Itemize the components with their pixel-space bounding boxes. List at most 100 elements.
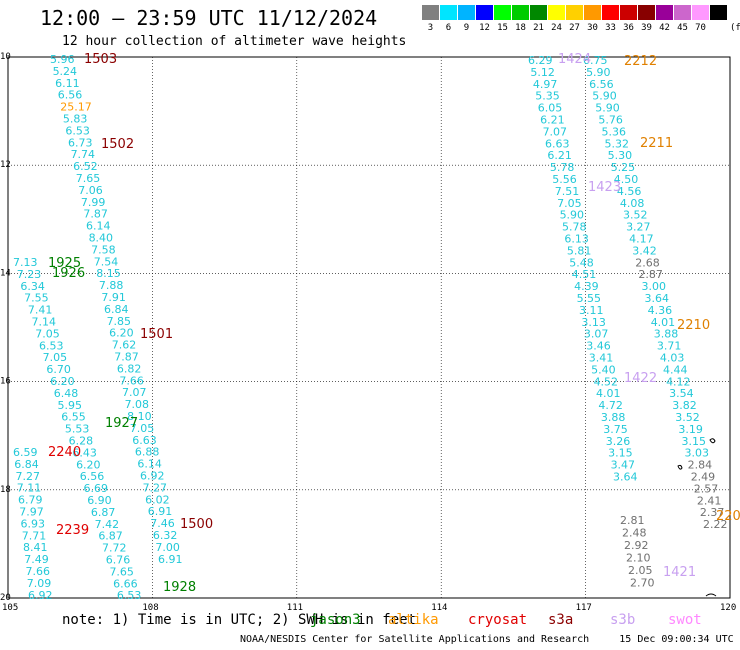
wave-height-value: 7.54 — [94, 255, 119, 268]
wave-height-value: 2.22 — [703, 518, 728, 531]
coastline — [705, 593, 717, 597]
wave-height-value: 2.70 — [630, 577, 655, 590]
wave-height-value: 7.87 — [83, 208, 108, 221]
wave-height-value: 6.87 — [98, 530, 123, 543]
wave-height-value: 3.47 — [611, 459, 636, 472]
pass-number-label: 220 — [716, 509, 740, 524]
wave-height-value: 3.64 — [613, 471, 638, 484]
wave-height-value: 6.55 — [61, 411, 86, 424]
wave-height-value: 6.66 — [113, 577, 137, 590]
wave-height-value: 7.23 — [17, 268, 42, 281]
wave-height-value: 3.75 — [603, 423, 628, 436]
legend-swatch — [584, 5, 601, 20]
legend-swatch — [692, 5, 709, 20]
legend-label: 21 — [533, 23, 544, 33]
wave-height-value: 7.74 — [71, 148, 96, 161]
wave-height-value: 3.26 — [606, 435, 631, 448]
wave-height-value: 7.09 — [27, 577, 52, 590]
wave-height-value: 5.32 — [605, 137, 630, 150]
pass-number-label: 2240 — [48, 445, 81, 460]
wave-height-value: 2.48 — [622, 527, 647, 540]
wave-height-value: 4.56 — [617, 185, 642, 198]
wave-height-value: 6.32 — [153, 529, 178, 542]
legend-label: 39 — [641, 23, 652, 33]
lon-tick-label: 114 — [431, 603, 447, 613]
wave-height-value: 5.48 — [569, 256, 594, 269]
map-frame — [7, 56, 731, 599]
pass-number-label: 2211 — [640, 136, 673, 151]
wave-height-value: 7.27 — [16, 470, 41, 483]
wave-height-value: 7.72 — [102, 542, 127, 555]
wave-height-value: 6.56 — [80, 470, 105, 483]
wave-height-value: 8.41 — [23, 541, 48, 554]
pass-number-label: 1501 — [140, 327, 173, 342]
wave-height-value: 7.07 — [543, 125, 568, 138]
wave-height-value: 6.88 — [135, 446, 160, 459]
wave-height-value: 7.05 — [43, 351, 67, 364]
wave-height-value: 7.55 — [24, 292, 49, 305]
wave-height-value: 4.51 — [572, 268, 597, 281]
wave-height-value: 4.52 — [594, 375, 619, 388]
lat-tick-label: 16 — [0, 377, 11, 387]
legend-label: 12 — [479, 23, 490, 33]
legend-label: 30 — [587, 23, 598, 33]
wave-height-value: 4.97 — [533, 78, 558, 91]
wave-height-value: 8.40 — [89, 232, 114, 245]
wave-height-value: 3.13 — [581, 316, 606, 329]
map-subtitle: 12 hour collection of altimeter wave hei… — [62, 34, 407, 49]
wave-height-value: 7.05 — [35, 327, 60, 340]
wave-height-value: 5.25 — [611, 161, 636, 174]
wave-height-value: 6.90 — [87, 494, 112, 507]
wave-height-value: 6.87 — [91, 506, 116, 519]
wave-height-value: 3.11 — [579, 304, 604, 317]
wave-height-value: 6.93 — [21, 517, 46, 530]
legend-swatch — [710, 5, 727, 20]
legend-label: 42 — [659, 23, 670, 33]
lat-tick-label: 10 — [0, 52, 11, 62]
wave-height-value: 5.76 — [598, 114, 623, 127]
wave-height-value: 7.06 — [78, 184, 103, 197]
pass-number-label: 1500 — [180, 517, 213, 532]
lon-tick-label: 108 — [142, 603, 158, 613]
wave-height-value: 3.46 — [586, 340, 611, 353]
wave-height-value: 6.13 — [564, 233, 589, 246]
wave-height-value: 5.90 — [560, 209, 585, 222]
map-title: 12:00 — 23:59 UTC 11/12/2024 — [40, 6, 378, 30]
wave-height-value: 7.99 — [81, 196, 106, 209]
wave-height-value: 6.14 — [86, 220, 111, 233]
wave-height-value: 2.68 — [635, 256, 660, 269]
wave-height-value: 5.40 — [591, 363, 616, 376]
wave-height-value: 3.27 — [626, 221, 651, 234]
wave-height-value: 7.88 — [99, 279, 124, 292]
lon-tick-label: 111 — [287, 603, 303, 613]
lat-tick-label: 12 — [0, 160, 11, 170]
wave-height-value: 5.78 — [562, 221, 587, 234]
wave-height-value: 7.41 — [28, 304, 52, 317]
island-outline — [677, 464, 683, 470]
legend-label: 18 — [515, 23, 526, 33]
wave-height-value: 3.82 — [672, 399, 697, 412]
sat-cryosat: cryosat — [468, 612, 528, 628]
wave-height-value: 7.66 — [119, 374, 144, 387]
legend-label: 27 — [569, 23, 580, 33]
wave-height-value: 7.62 — [112, 339, 137, 352]
legend-swatch — [638, 5, 655, 20]
wave-height-value: 5.83 — [63, 113, 88, 126]
pass-number-label: 1423 — [588, 180, 621, 195]
wave-height-value: 7.27 — [143, 481, 168, 494]
wave-height-value: 4.39 — [574, 280, 599, 293]
wave-height-value: 7.05 — [130, 422, 155, 435]
wave-height-value: 5.30 — [608, 149, 633, 162]
wave-height-value: 3.41 — [589, 352, 614, 365]
legend-swatch — [566, 5, 583, 20]
wave-height-value: 2.87 — [638, 268, 663, 281]
wave-height-value: 6.91 — [158, 553, 183, 566]
wave-height-value: 2.92 — [624, 539, 649, 552]
wave-height-value: 5.35 — [535, 90, 560, 103]
wave-height-value: 6.48 — [54, 387, 79, 400]
wave-height-value: 6.52 — [73, 160, 98, 173]
lon-tick-label: 117 — [576, 603, 592, 613]
island-outline — [709, 438, 716, 444]
legend-label: 70 — [695, 23, 706, 33]
sat-altika: altika — [388, 612, 439, 628]
